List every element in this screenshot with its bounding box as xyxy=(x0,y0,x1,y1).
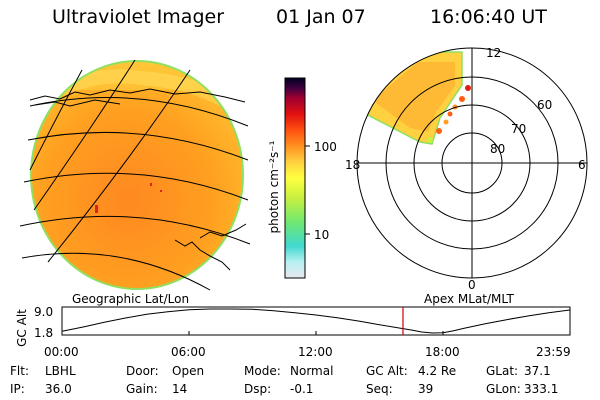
coastline xyxy=(174,239,231,271)
coastline xyxy=(34,99,121,107)
lon-line xyxy=(29,69,83,171)
lat-line xyxy=(27,132,249,161)
lon-line xyxy=(47,69,191,263)
lon-line xyxy=(33,59,136,211)
info-label: Door: xyxy=(126,364,159,378)
polar-panel-label: Apex MLat/MLT xyxy=(424,292,514,306)
info-label: Seq: xyxy=(366,382,393,396)
geo-coastlines xyxy=(29,88,247,271)
altitude-ytick-min: 1.8 xyxy=(34,326,54,340)
info-label: GLat: xyxy=(486,364,519,378)
lat-line xyxy=(23,172,249,201)
info-value: 4.2 Re xyxy=(418,364,457,378)
info-label: IP: xyxy=(10,382,25,396)
info-value: 14 xyxy=(172,382,188,396)
lat-line xyxy=(19,215,251,245)
geo-graticule xyxy=(19,59,251,291)
colorbar xyxy=(284,77,310,279)
info-label: Flt: xyxy=(10,364,29,378)
altitude-xtick-label: 23:59 xyxy=(536,345,571,359)
mlat-label-70: 70 xyxy=(511,122,527,136)
info-label: GLon: xyxy=(486,382,521,396)
instrument-title: Ultraviolet Imager xyxy=(52,6,225,28)
polar-emission xyxy=(357,51,471,145)
info-label: Mode: xyxy=(244,364,281,378)
mlt-label-12: 12 xyxy=(486,46,502,60)
polar-grid xyxy=(356,47,588,279)
info-value: 333.1 xyxy=(524,382,559,396)
image-date: 01 Jan 07 xyxy=(276,6,366,28)
info-value: Normal xyxy=(290,364,334,378)
altitude-chart-frame xyxy=(61,306,571,336)
info-value: LBHL xyxy=(45,364,76,378)
altitude-xtick-label: 00:00 xyxy=(44,345,79,359)
altitude-xtick-label: 06:00 xyxy=(171,345,206,359)
mlat-label-80: 80 xyxy=(490,142,506,156)
colorbar-tick-10: 10 xyxy=(314,228,330,242)
altitude-axis-label: GC Alt xyxy=(15,309,29,347)
geo-panel-label: Geographic Lat/Lon xyxy=(72,292,190,306)
info-label: Gain: xyxy=(126,382,158,396)
info-label: GC Alt: xyxy=(366,364,408,378)
coastline xyxy=(199,223,247,239)
geo-hotspots xyxy=(95,183,162,213)
geo-disk-limb xyxy=(30,60,244,290)
info-value: 39 xyxy=(418,382,434,396)
image-time: 16:06:40 UT xyxy=(430,6,547,28)
mlt-label-6: 6 xyxy=(578,158,586,172)
info-value: Open xyxy=(172,364,205,378)
mlt-label-0: 0 xyxy=(468,278,476,292)
colorbar-tick-100: 100 xyxy=(314,140,337,154)
lat-line xyxy=(29,97,249,127)
info-value: 36.0 xyxy=(45,382,72,396)
mlat-label-60: 60 xyxy=(537,98,553,112)
altitude-ytick-max: 9.0 xyxy=(34,305,54,319)
altitude-xtick-label: 18:00 xyxy=(425,345,460,359)
coastline xyxy=(29,88,246,103)
altitude-series-line xyxy=(61,308,570,334)
colorbar-scale xyxy=(284,77,306,279)
info-value: 37.1 xyxy=(524,364,551,378)
lat-line xyxy=(21,252,211,291)
mlt-label-18: 18 xyxy=(345,158,361,172)
info-label: Dsp: xyxy=(244,382,272,396)
info-value: -0.1 xyxy=(290,382,314,396)
altitude-xtick-label: 12:00 xyxy=(298,345,333,359)
